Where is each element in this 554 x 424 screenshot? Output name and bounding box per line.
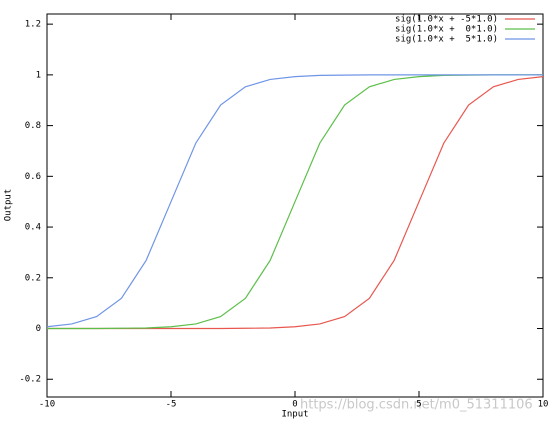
y-tick-label: 0 [36, 324, 41, 334]
y-tick-label: 0.8 [25, 121, 41, 131]
y-axis-label: Output [4, 189, 14, 222]
series-line [46, 74, 543, 328]
y-tick-label: 1.2 [25, 20, 41, 30]
plot-frame [46, 13, 544, 398]
series-line [47, 74, 543, 330]
y-tick-label: 0.6 [25, 172, 41, 182]
legend-label: sig(1.0*x + 5*1.0) [395, 35, 498, 45]
legend-label: sig(1.0*x + 0*1.0) [395, 25, 498, 35]
legend-label: sig(1.0*x + -5*1.0) [395, 15, 498, 25]
x-axis-label: Input [281, 410, 308, 420]
y-tick-label: -0.2 [19, 375, 41, 385]
watermark: https://blog.csdn.net/m0_51311106 [300, 398, 533, 413]
x-tick-label: 10 [538, 400, 549, 410]
y-tick-label: 0.4 [25, 223, 41, 233]
x-tick-label: 5 [416, 400, 421, 410]
x-tick-label: 0 [292, 400, 297, 410]
y-tick-label: 0.2 [25, 273, 41, 283]
x-tick-label: -5 [166, 400, 177, 410]
y-tick-label: 1 [36, 70, 41, 80]
x-tick-label: -10 [39, 400, 55, 410]
